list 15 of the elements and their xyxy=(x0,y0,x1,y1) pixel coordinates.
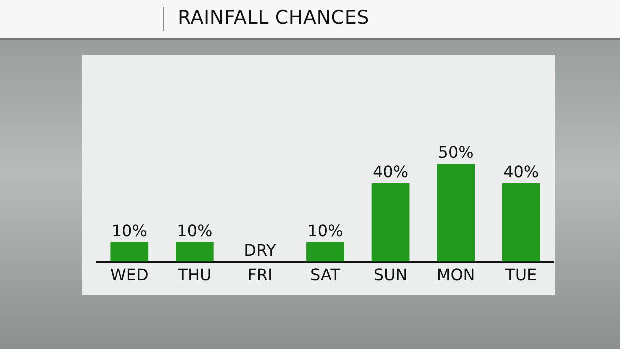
x-tick-label: MON xyxy=(436,266,476,285)
data-label: 50% xyxy=(438,143,474,162)
chart-title: RAINFALL CHANCES xyxy=(178,7,370,29)
data-label: DRY xyxy=(244,240,277,260)
data-label: 40% xyxy=(504,162,540,182)
data-label: 40% xyxy=(373,162,409,182)
x-tick-label: SAT xyxy=(310,266,341,285)
data-label: 10% xyxy=(308,221,344,240)
data-label: 10% xyxy=(177,221,213,240)
x-tick-label: TUE xyxy=(504,266,538,285)
x-tick-label: WED xyxy=(110,266,149,285)
x-tick-label: FRI xyxy=(248,266,273,285)
x-tick-label: SUN xyxy=(374,266,408,285)
x-tick-label: THU xyxy=(177,266,212,285)
data-label: 10% xyxy=(112,221,148,240)
